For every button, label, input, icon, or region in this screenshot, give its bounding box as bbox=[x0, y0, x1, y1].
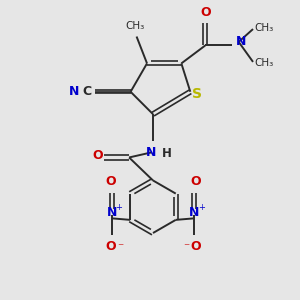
Text: N: N bbox=[146, 146, 157, 159]
Text: CH₃: CH₃ bbox=[125, 21, 145, 31]
Text: H: H bbox=[161, 147, 171, 160]
Text: O: O bbox=[92, 149, 103, 163]
Text: O: O bbox=[190, 175, 201, 188]
Text: CH₃: CH₃ bbox=[254, 58, 274, 68]
Text: +: + bbox=[198, 203, 205, 212]
Text: CH₃: CH₃ bbox=[254, 22, 274, 33]
Text: O: O bbox=[105, 240, 116, 253]
Text: ⁻: ⁻ bbox=[183, 242, 189, 254]
Text: N: N bbox=[106, 206, 117, 219]
Text: S: S bbox=[192, 87, 202, 101]
Text: ⁻: ⁻ bbox=[117, 242, 123, 254]
Text: N: N bbox=[69, 85, 79, 98]
Text: C: C bbox=[83, 85, 92, 98]
Text: N: N bbox=[236, 35, 246, 48]
Text: N: N bbox=[189, 206, 200, 219]
Text: O: O bbox=[200, 6, 211, 19]
Text: +: + bbox=[115, 203, 122, 212]
Text: O: O bbox=[105, 175, 116, 188]
Text: O: O bbox=[190, 240, 201, 253]
